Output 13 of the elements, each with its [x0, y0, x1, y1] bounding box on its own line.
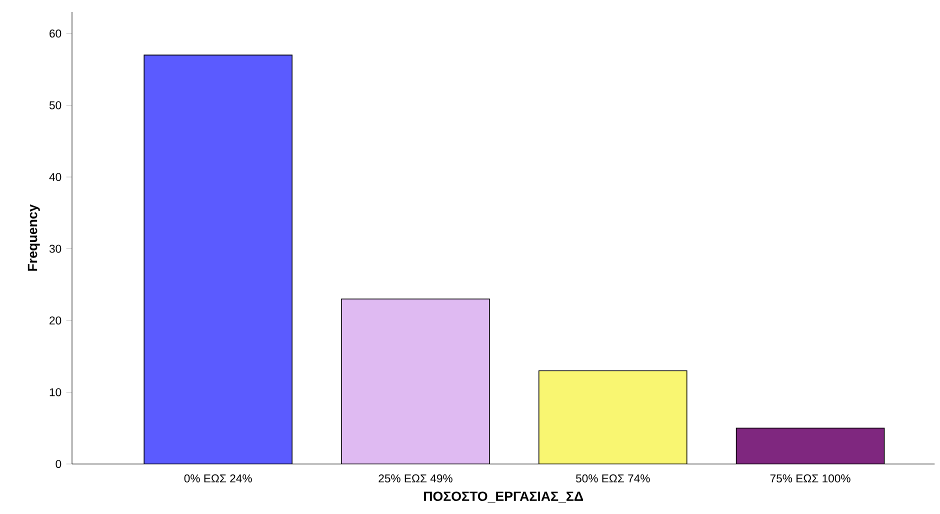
- x-tick-label: 0% ΕΩΣ 24%: [184, 474, 252, 482]
- y-tick-label: 0: [56, 460, 62, 468]
- y-tick-label: 60: [50, 30, 62, 38]
- y-axis-title: Frequency: [28, 204, 40, 271]
- x-tick-label: 25% ΕΩΣ 49%: [378, 474, 452, 482]
- y-tick-label: 40: [49, 173, 62, 182]
- y-tick-label: 50: [49, 101, 62, 110]
- x-tick-label: 50% ΕΩΣ 74%: [576, 474, 650, 482]
- y-tick-label: 30: [49, 244, 62, 253]
- x-axis-title: ΠΟΣΟΣΤΟ_ΕΡΓΑΣΙΑΣ_ΣΔ: [424, 492, 583, 503]
- y-tick-label: 20: [50, 316, 62, 325]
- y-tick-label: 10: [50, 388, 62, 396]
- x-tick-label: 75% ΕΩΣ 100%: [770, 474, 850, 482]
